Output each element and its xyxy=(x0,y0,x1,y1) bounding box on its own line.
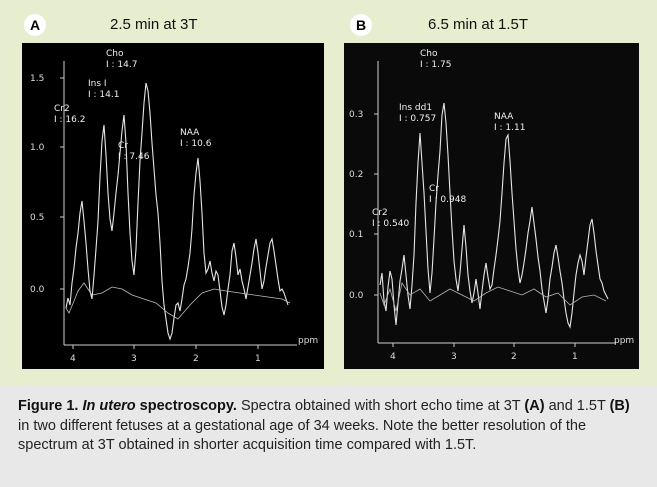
spectrum-panel-a: 1.5 1.0 0.5 0.0 4 3 2 1 ppm Cr2 I : 16.2… xyxy=(22,43,324,369)
y-tick-a-2: 1.0 xyxy=(30,143,45,153)
peak-integral-a-cho: I : 14.7 xyxy=(106,60,137,70)
figure-area: A 2.5 min at 3T 1.5 1.0 0.5 0.0 4 3 2 1 … xyxy=(0,0,657,385)
spectrum-panel-b: 0.3 0.2 0.1 0.0 4 3 2 1 ppm Cr2 I : 0.54… xyxy=(344,43,639,369)
figure-caption-box: Figure 1. In utero spectroscopy. Spectra… xyxy=(0,385,657,487)
peak-label-b-cho: Cho xyxy=(420,49,438,59)
y-tick-b-2: 0.2 xyxy=(349,170,363,180)
panel-a-badge: A xyxy=(24,14,46,36)
caption-ref-a: (A) xyxy=(524,398,545,414)
peak-label-a-ins: Ins I xyxy=(88,79,107,89)
y-tick-b-3: 0.1 xyxy=(349,230,363,240)
peak-label-b-ins: Ins dd1 xyxy=(399,103,432,113)
peak-integral-b-naa: I : 1.11 xyxy=(494,123,525,133)
peak-label-a-cr: Cr xyxy=(118,141,128,151)
peak-label-b-naa: NAA xyxy=(494,112,514,122)
x-tick-b-4: 1 xyxy=(572,352,578,362)
peak-integral-b-cr: I : 0.948 xyxy=(429,195,466,205)
caption-ref-b: (B) xyxy=(609,398,630,414)
panel-b-badge: B xyxy=(350,14,372,36)
y-tick-a-4: 0.0 xyxy=(30,285,45,295)
peak-integral-a-naa: I : 10.6 xyxy=(180,139,212,149)
y-tick-b-1: 0.3 xyxy=(349,110,363,120)
x-tick-a-3: 2 xyxy=(193,354,199,364)
peak-integral-a-cr: I : 7.46 xyxy=(118,152,150,162)
x-tick-a-2: 3 xyxy=(131,354,137,364)
x-tick-b-3: 2 xyxy=(511,352,517,362)
x-tick-a-1: 4 xyxy=(70,354,76,364)
x-tick-a-4: 1 xyxy=(255,354,261,364)
caption-text-1: Spectra obtained with short echo time at… xyxy=(236,398,525,414)
x-tick-b-1: 4 xyxy=(390,352,396,362)
panel-a-title: 2.5 min at 3T xyxy=(110,16,198,33)
peak-integral-a-ins: I : 14.1 xyxy=(88,90,119,100)
peak-label-b-cr: Cr xyxy=(429,184,439,194)
peak-label-b-cr2: Cr2 xyxy=(372,208,388,218)
x-tick-b-2: 3 xyxy=(451,352,457,362)
figure-label: Figure 1. xyxy=(18,398,79,414)
caption-title-rest: spectroscopy. xyxy=(135,398,237,414)
panel-b-title: 6.5 min at 1.5T xyxy=(428,16,529,33)
peak-integral-b-cr2: I : 0.540 xyxy=(372,219,409,229)
peak-label-a-cr2: Cr2 xyxy=(54,104,70,114)
y-tick-a-1: 1.5 xyxy=(30,74,44,84)
spectrum-b-plot: 0.3 0.2 0.1 0.0 4 3 2 1 ppm Cr2 I : 0.54… xyxy=(349,49,634,362)
y-tick-a-3: 0.5 xyxy=(30,213,44,223)
caption-title-italic: In utero xyxy=(82,398,136,414)
peak-integral-b-ins: I : 0.757 xyxy=(399,114,436,124)
figure-caption: Figure 1. In utero spectroscopy. Spectra… xyxy=(18,397,643,456)
spectrum-trace-b xyxy=(379,102,609,329)
x-unit-b: ppm xyxy=(614,336,634,346)
y-tick-b-4: 0.0 xyxy=(349,291,364,301)
peak-integral-b-cho: I : 1.75 xyxy=(420,60,451,70)
caption-text-2: and 1.5T xyxy=(544,398,610,414)
peak-label-a-cho: Cho xyxy=(106,49,124,59)
peak-label-a-naa: NAA xyxy=(180,128,200,138)
spectrum-trace-a xyxy=(65,82,289,341)
spectrum-a-plot: 1.5 1.0 0.5 0.0 4 3 2 1 ppm Cr2 I : 16.2… xyxy=(30,49,318,364)
peak-integral-a-cr2: I : 16.2 xyxy=(54,115,85,125)
caption-text-3: in two different fetuses at a gestationa… xyxy=(18,417,587,454)
x-unit-a: ppm xyxy=(298,336,318,346)
